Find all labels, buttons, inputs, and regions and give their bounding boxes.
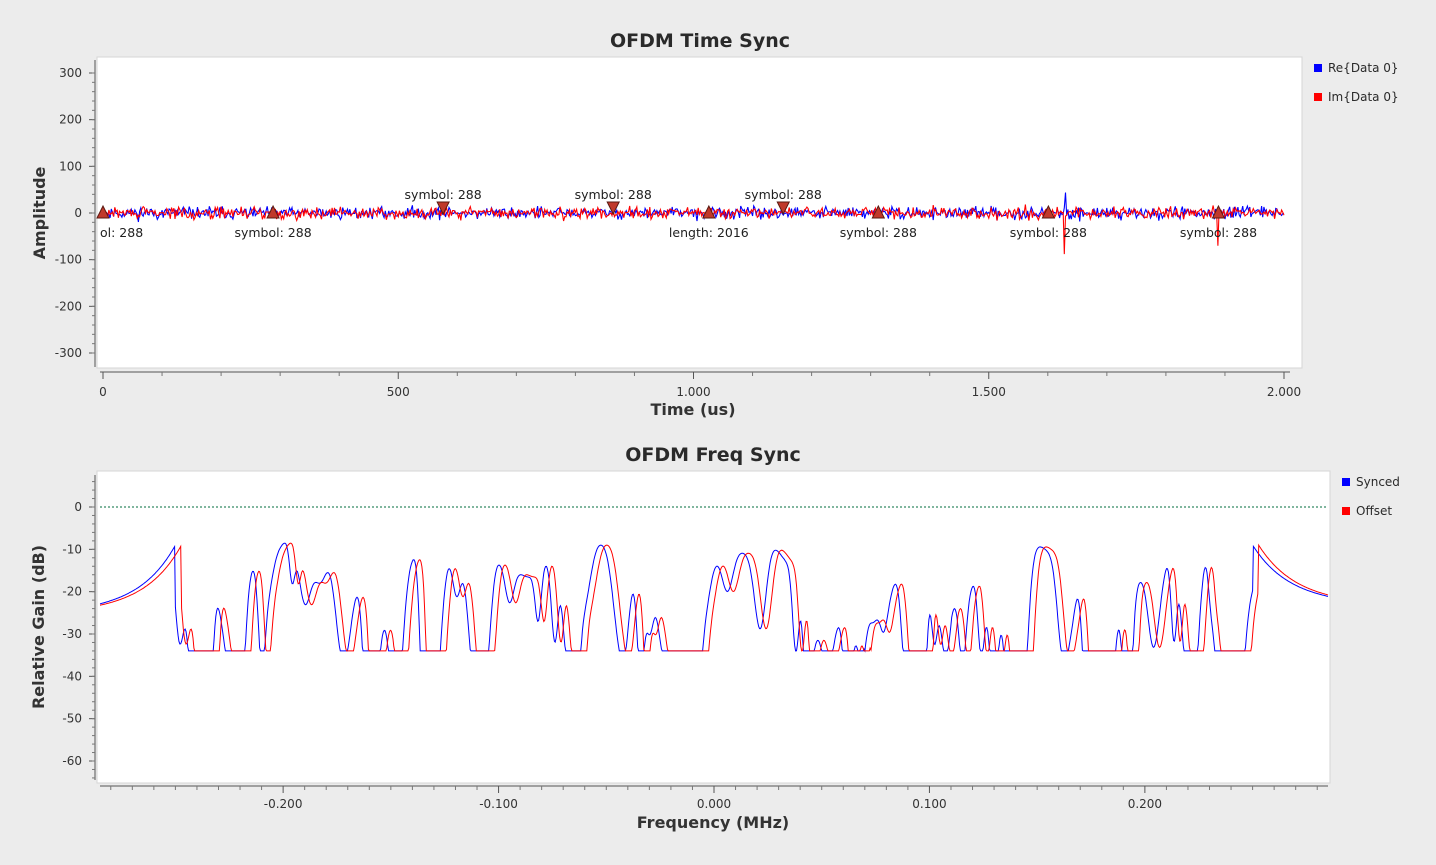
- time-legend: Re{Data 0} Im{Data 0}: [1314, 61, 1399, 104]
- x-tick-label: 0.000: [697, 797, 731, 811]
- freq-plot-title: OFDM Freq Sync: [625, 444, 801, 466]
- tag-label: symbol: 288: [575, 187, 652, 202]
- time-x-axis-label: Time (us): [650, 400, 735, 419]
- tag-label: symbol: 288: [745, 187, 822, 202]
- x-tick-label: 0.100: [912, 797, 946, 811]
- freq-series-group: [99, 542, 1329, 653]
- stream-tag[interactable]: symbol: 288: [234, 204, 312, 240]
- tag-marker: [1041, 204, 1056, 219]
- time-x-ticks: 0 500 1.000 1.500 2.000: [99, 372, 1301, 399]
- freq-legend: Synced Offset: [1342, 475, 1400, 518]
- tag-marker: [606, 201, 621, 216]
- x-tick-label: 500: [387, 385, 410, 399]
- y-tick-label: 200: [59, 113, 82, 127]
- tag-marker: [96, 204, 110, 219]
- series-line-im: [102, 204, 1285, 255]
- time-tags-group: ol: 288 symbol: 288 symbol: 288 symbol: 288…: [96, 187, 1257, 240]
- tag-marker: [776, 201, 791, 216]
- tag-label: symbol: 288: [234, 225, 311, 240]
- tag-label: length: 2016: [669, 225, 749, 240]
- legend-label-re: Re{Data 0}: [1328, 61, 1399, 75]
- freq-sync-plot: OFDM Freq Sync 0 -10 -20 -30 -40 -50 -60 -0.20…: [29, 444, 1400, 832]
- x-tick-label: -0.100: [479, 797, 518, 811]
- y-tick-label: -60: [62, 754, 82, 768]
- freq-y-axis-label: Relative Gain (dB): [29, 545, 48, 709]
- y-tick-label: -10: [62, 542, 82, 556]
- freq-y-ticks: 0 -10 -20 -30 -40 -50 -60: [62, 481, 95, 779]
- x-tick-label: 0.200: [1128, 797, 1162, 811]
- tag-label: symbol: 288: [1180, 225, 1257, 240]
- y-tick-label: 100: [59, 159, 82, 173]
- legend-item-re[interactable]: Re{Data 0}: [1314, 61, 1399, 75]
- tag-label: ol: 288: [100, 225, 143, 240]
- tag-label: symbol: 288: [405, 187, 482, 202]
- stream-tag[interactable]: symbol: 288: [840, 204, 917, 240]
- y-tick-label: -200: [55, 299, 82, 313]
- tag-marker: [871, 204, 886, 219]
- legend-item-synced[interactable]: Synced: [1342, 475, 1400, 489]
- freq-plot-canvas[interactable]: [96, 470, 1331, 784]
- tag-marker: [266, 204, 280, 219]
- y-tick-label: 0: [74, 206, 82, 220]
- x-tick-label: 2.000: [1267, 385, 1301, 399]
- tag-marker: [436, 201, 450, 216]
- legend-label-offset: Offset: [1356, 504, 1392, 518]
- y-tick-label: -300: [55, 346, 82, 360]
- legend-label-synced: Synced: [1356, 475, 1400, 489]
- stream-tag[interactable]: symbol: 288: [575, 187, 652, 216]
- tag-label: symbol: 288: [1010, 225, 1087, 240]
- tag-label: symbol: 288: [840, 225, 917, 240]
- y-tick-label: 300: [59, 66, 82, 80]
- y-tick-label: -20: [62, 585, 82, 599]
- stream-tag[interactable]: symbol: 288: [745, 187, 822, 216]
- series-line-synced: [99, 542, 1329, 653]
- x-tick-label: 1.000: [676, 385, 710, 399]
- stream-tag[interactable]: length: 2016: [669, 204, 749, 240]
- time-plot-title: OFDM Time Sync: [610, 30, 790, 52]
- legend-swatch-re: [1314, 64, 1322, 72]
- tag-marker: [1211, 204, 1226, 219]
- stream-tag[interactable]: symbol: 288: [405, 187, 482, 216]
- series-line-offset: [99, 542, 1329, 652]
- freq-x-axis-label: Frequency (MHz): [637, 813, 789, 832]
- x-tick-label: 0: [99, 385, 107, 399]
- tag-marker: [702, 204, 716, 219]
- legend-item-offset[interactable]: Offset: [1342, 504, 1392, 518]
- legend-item-im[interactable]: Im{Data 0}: [1314, 90, 1399, 104]
- x-tick-label: -0.200: [264, 797, 303, 811]
- freq-x-ticks: -0.200 -0.100 0.000 0.100 0.200: [110, 786, 1318, 811]
- y-tick-label: -40: [62, 669, 82, 683]
- legend-swatch-synced: [1342, 478, 1350, 486]
- y-tick-label: -50: [62, 712, 82, 726]
- legend-label-im: Im{Data 0}: [1328, 90, 1399, 104]
- stream-tag[interactable]: symbol: 288: [1180, 204, 1257, 240]
- y-tick-label: -100: [55, 253, 82, 267]
- stream-tag[interactable]: symbol: 288: [1010, 204, 1087, 240]
- time-y-axis-label: Amplitude: [30, 166, 49, 259]
- y-tick-label: 0: [74, 500, 82, 514]
- y-tick-label: -30: [62, 627, 82, 641]
- x-tick-label: 1.500: [972, 385, 1006, 399]
- time-y-ticks: 300 200 100 0 -100 -200 -300: [55, 66, 95, 360]
- legend-swatch-im: [1314, 93, 1322, 101]
- stream-tag[interactable]: ol: 288: [96, 204, 143, 240]
- time-series-group: [102, 192, 1285, 255]
- time-sync-plot: OFDM Time Sync 300 200 100 0 -100 -200 -300 0 5…: [30, 30, 1399, 419]
- legend-swatch-offset: [1342, 507, 1350, 515]
